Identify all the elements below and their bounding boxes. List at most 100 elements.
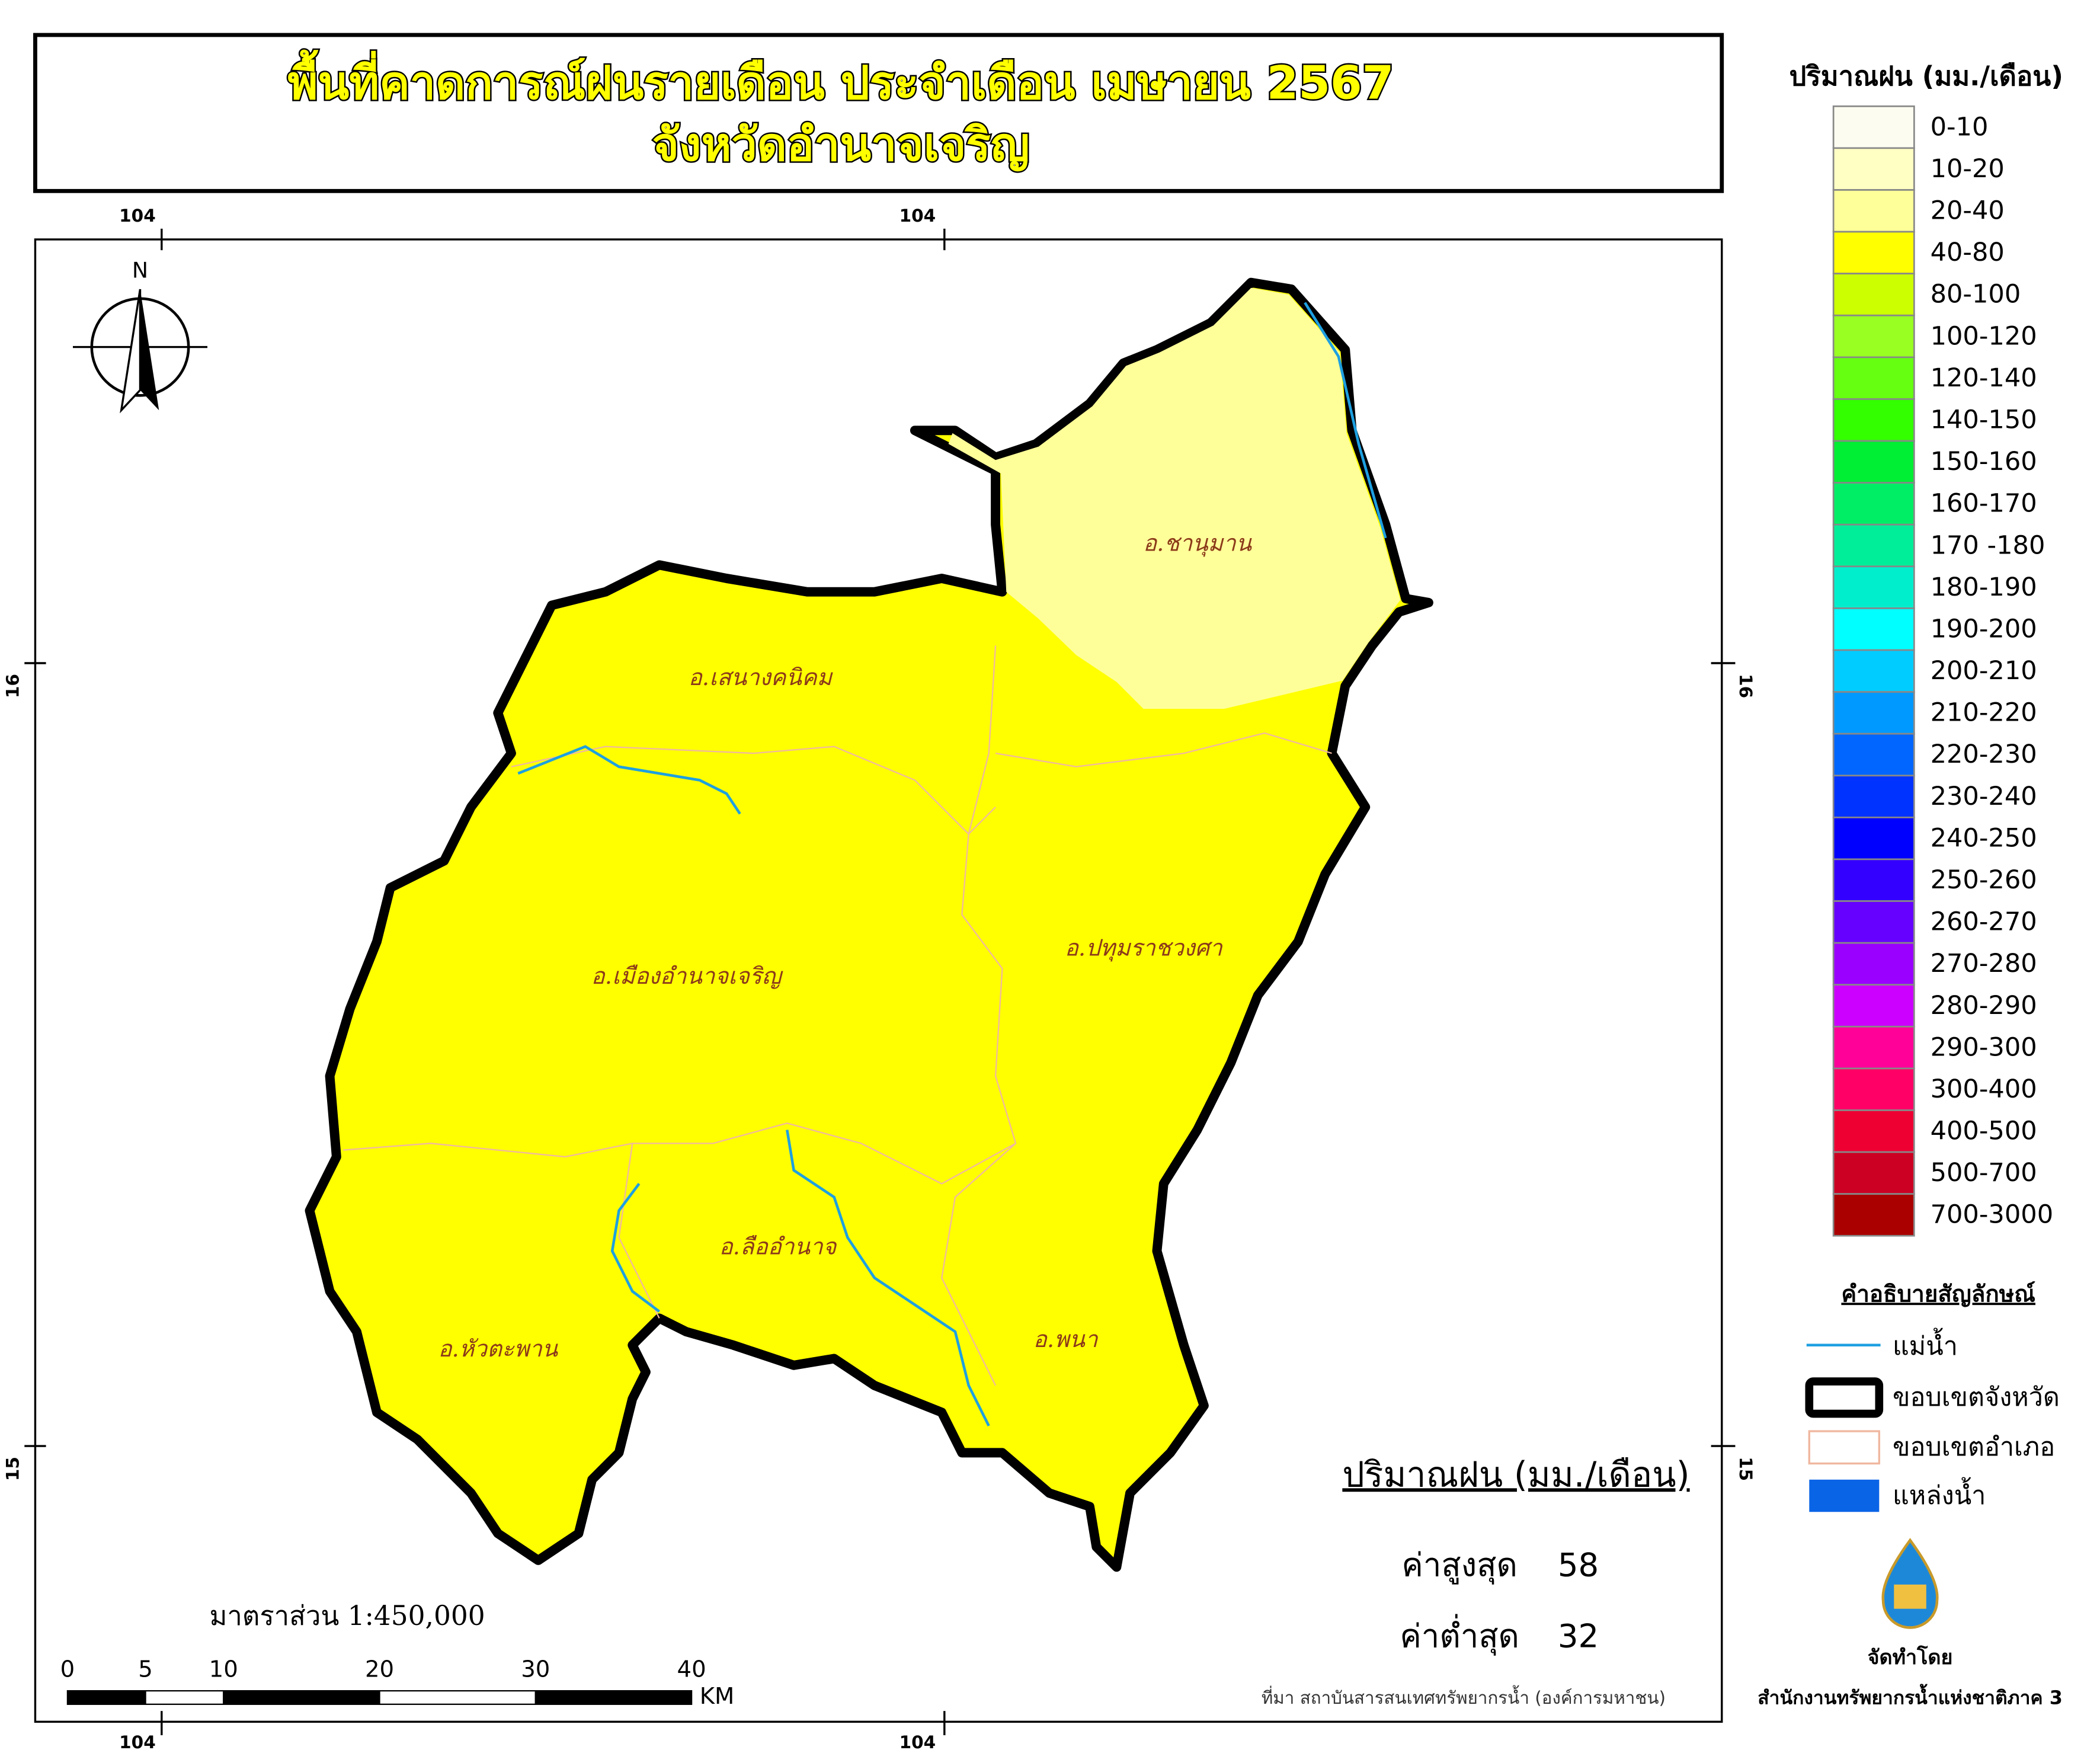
district-label: อ.ลืออำนาจ: [719, 1233, 838, 1260]
legend-swatch: [1832, 440, 1915, 484]
scale-segment: [223, 1690, 380, 1705]
graticule-label: 15: [3, 1457, 23, 1481]
graticule-label: 16: [1736, 674, 1756, 698]
stats-max-label: ค่าสูงสุด: [1401, 1546, 1517, 1585]
district-label: อ.เสนางคนิคม: [689, 664, 834, 691]
legend-swatch: [1832, 105, 1915, 149]
rivers: [517, 302, 1387, 1426]
legend-swatch: [1832, 691, 1915, 735]
legend-label: 140-150: [1931, 405, 2037, 435]
legend-label: 160-170: [1931, 489, 2037, 519]
scale-tick-label: 10: [209, 1656, 238, 1683]
legend-swatch: [1832, 816, 1915, 860]
legend-swatch: [1832, 398, 1915, 442]
waterbody-symbol: [1809, 1479, 1880, 1512]
legend-label: 210-220: [1931, 698, 2037, 728]
legend-swatch: [1832, 565, 1915, 609]
legend-label: 200-210: [1931, 656, 2037, 686]
stats-min-label: ค่าต่ำสุด: [1400, 1614, 1519, 1656]
district-label: อ.หัวตะพาน: [438, 1336, 558, 1362]
legend-title: ปริมาณฝน (มม./เดือน): [1790, 60, 2063, 92]
title-box: [33, 33, 1724, 193]
graticule-label: 104: [119, 1732, 156, 1750]
graticule-label: 104: [899, 206, 936, 226]
scale-tick-label: 0: [60, 1656, 75, 1683]
symbol-label: ขอบเขตจังหวัด: [1893, 1383, 2060, 1412]
legend-swatch: [1832, 231, 1915, 275]
legend-swatch: [1832, 649, 1915, 693]
legend-swatch: [1832, 1109, 1915, 1153]
graticule-label: 104: [899, 1732, 936, 1750]
district-symbol: [1808, 1430, 1881, 1465]
agency-logo: [1881, 1538, 1939, 1629]
scale-tick-label: 40: [677, 1656, 706, 1683]
legend-swatch: [1832, 147, 1915, 191]
legend-swatch: [1832, 900, 1915, 944]
legend-swatch: [1832, 984, 1915, 1028]
symbol-label: แม่น้ำ: [1893, 1327, 1958, 1361]
legend-swatch: [1832, 356, 1915, 400]
legend-swatch: [1832, 1151, 1915, 1195]
legend-swatch: [1832, 314, 1915, 359]
graticule-ticks: [24, 228, 1736, 1736]
scale-segment: [534, 1690, 693, 1705]
legend-label: 500-700: [1931, 1158, 2037, 1188]
legend-label: 0-10: [1931, 112, 1989, 142]
scale-tick-label: 20: [365, 1656, 394, 1683]
legend-swatch: [1832, 1025, 1915, 1070]
stats-max: 58: [1558, 1546, 1599, 1583]
legend-label: 80-100: [1931, 280, 2021, 309]
scale-tick-label: 5: [138, 1656, 153, 1683]
symbol-label: ขอบเขตอำเภอ: [1893, 1432, 2055, 1462]
legend-label: 290-300: [1931, 1032, 2037, 1062]
legend-swatch: [1832, 942, 1915, 986]
legend-label: 700-3000: [1931, 1200, 2054, 1230]
scale-unit: KM: [700, 1683, 735, 1710]
legend-swatch: [1832, 1067, 1915, 1111]
legend-label: 20-40: [1931, 196, 2005, 226]
legend-label: 300-400: [1931, 1074, 2037, 1104]
legend-swatch: [1832, 273, 1915, 316]
legend-label: 100-120: [1931, 321, 2037, 351]
legend-label: 230-240: [1931, 782, 2037, 811]
legend-swatch: [1832, 1193, 1915, 1237]
legend-label: 280-290: [1931, 991, 2037, 1020]
legend-label: 270-280: [1931, 949, 2037, 978]
legend-swatch: [1832, 607, 1915, 651]
legend-swatch: [1832, 189, 1915, 233]
district-label: อ.ปทุมราชวงศา: [1065, 935, 1223, 962]
legend-label: 120-140: [1931, 363, 2037, 393]
title: พื้นที่คาดการณ์ฝนรายเดือน ประจำเดือน เมษ…: [288, 49, 1394, 110]
district-label: อ.พนา: [1033, 1326, 1099, 1353]
subtitle: จังหวัดอำนาจเจริญ: [652, 119, 1030, 172]
province-symbol: [1805, 1377, 1884, 1418]
stats-min: 32: [1558, 1617, 1599, 1655]
legend-label: 10-20: [1931, 154, 2005, 184]
legend-label: 260-270: [1931, 907, 2037, 937]
rain-zone-light: [948, 287, 1401, 709]
legend-swatch: [1832, 523, 1915, 568]
legend-swatch: [1832, 775, 1915, 818]
scale-segment: [379, 1690, 536, 1705]
legend-label: 220-230: [1931, 740, 2037, 769]
legend-swatch: [1832, 858, 1915, 902]
scale-segment: [145, 1690, 225, 1705]
legend-label: 170 -180: [1931, 530, 2045, 560]
legend-label: 250-260: [1931, 865, 2037, 895]
legend-swatch: [1832, 732, 1915, 777]
district-boundaries: [343, 645, 1332, 1386]
scale-segment: [66, 1690, 146, 1705]
legend: 0-10 10-20 20-40 40-80 80-100 100-120 120-140 1…: [1832, 105, 2054, 1237]
credit-org: สำนักงานทรัพยากรน้ำแห่งชาติภาค 3: [1758, 1684, 2063, 1709]
scale-tick-label: 30: [521, 1656, 550, 1683]
legend-swatch: [1832, 482, 1915, 526]
credit-label: จัดทำโดย: [1868, 1645, 1953, 1669]
graticule-label: 16: [3, 674, 23, 698]
graticule-label: 15: [1736, 1457, 1756, 1481]
north-label: N: [132, 257, 148, 283]
legend-label: 150-160: [1931, 447, 2037, 476]
legend-label: 240-250: [1931, 823, 2037, 853]
legend-label: 400-500: [1931, 1116, 2037, 1146]
